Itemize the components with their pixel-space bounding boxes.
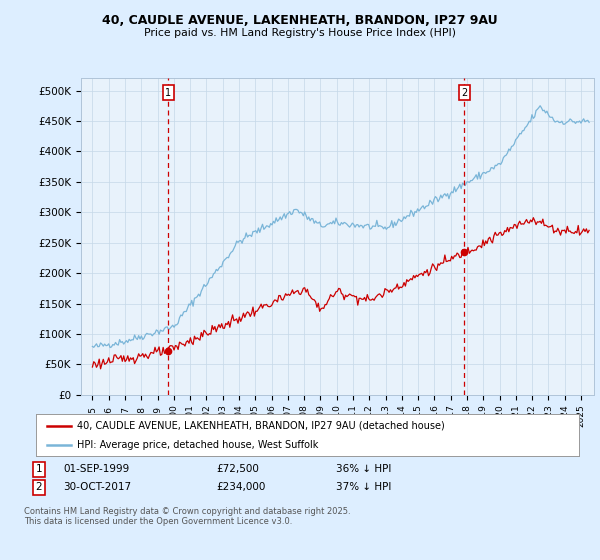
Text: 40, CAUDLE AVENUE, LAKENHEATH, BRANDON, IP27 9AU (detached house): 40, CAUDLE AVENUE, LAKENHEATH, BRANDON, … [77, 421, 445, 431]
Text: 01-SEP-1999: 01-SEP-1999 [63, 464, 129, 474]
Text: 40, CAUDLE AVENUE, LAKENHEATH, BRANDON, IP27 9AU: 40, CAUDLE AVENUE, LAKENHEATH, BRANDON, … [102, 14, 498, 27]
Text: 30-OCT-2017: 30-OCT-2017 [63, 482, 131, 492]
Text: Contains HM Land Registry data © Crown copyright and database right 2025.
This d: Contains HM Land Registry data © Crown c… [24, 507, 350, 526]
Text: 37% ↓ HPI: 37% ↓ HPI [336, 482, 391, 492]
Text: Price paid vs. HM Land Registry's House Price Index (HPI): Price paid vs. HM Land Registry's House … [144, 28, 456, 38]
Text: £72,500: £72,500 [216, 464, 259, 474]
Text: 36% ↓ HPI: 36% ↓ HPI [336, 464, 391, 474]
Text: 1: 1 [166, 87, 172, 97]
Text: 2: 2 [35, 482, 43, 492]
Text: 2: 2 [461, 87, 467, 97]
Text: HPI: Average price, detached house, West Suffolk: HPI: Average price, detached house, West… [77, 440, 318, 450]
Text: 1: 1 [35, 464, 43, 474]
Text: £234,000: £234,000 [216, 482, 265, 492]
